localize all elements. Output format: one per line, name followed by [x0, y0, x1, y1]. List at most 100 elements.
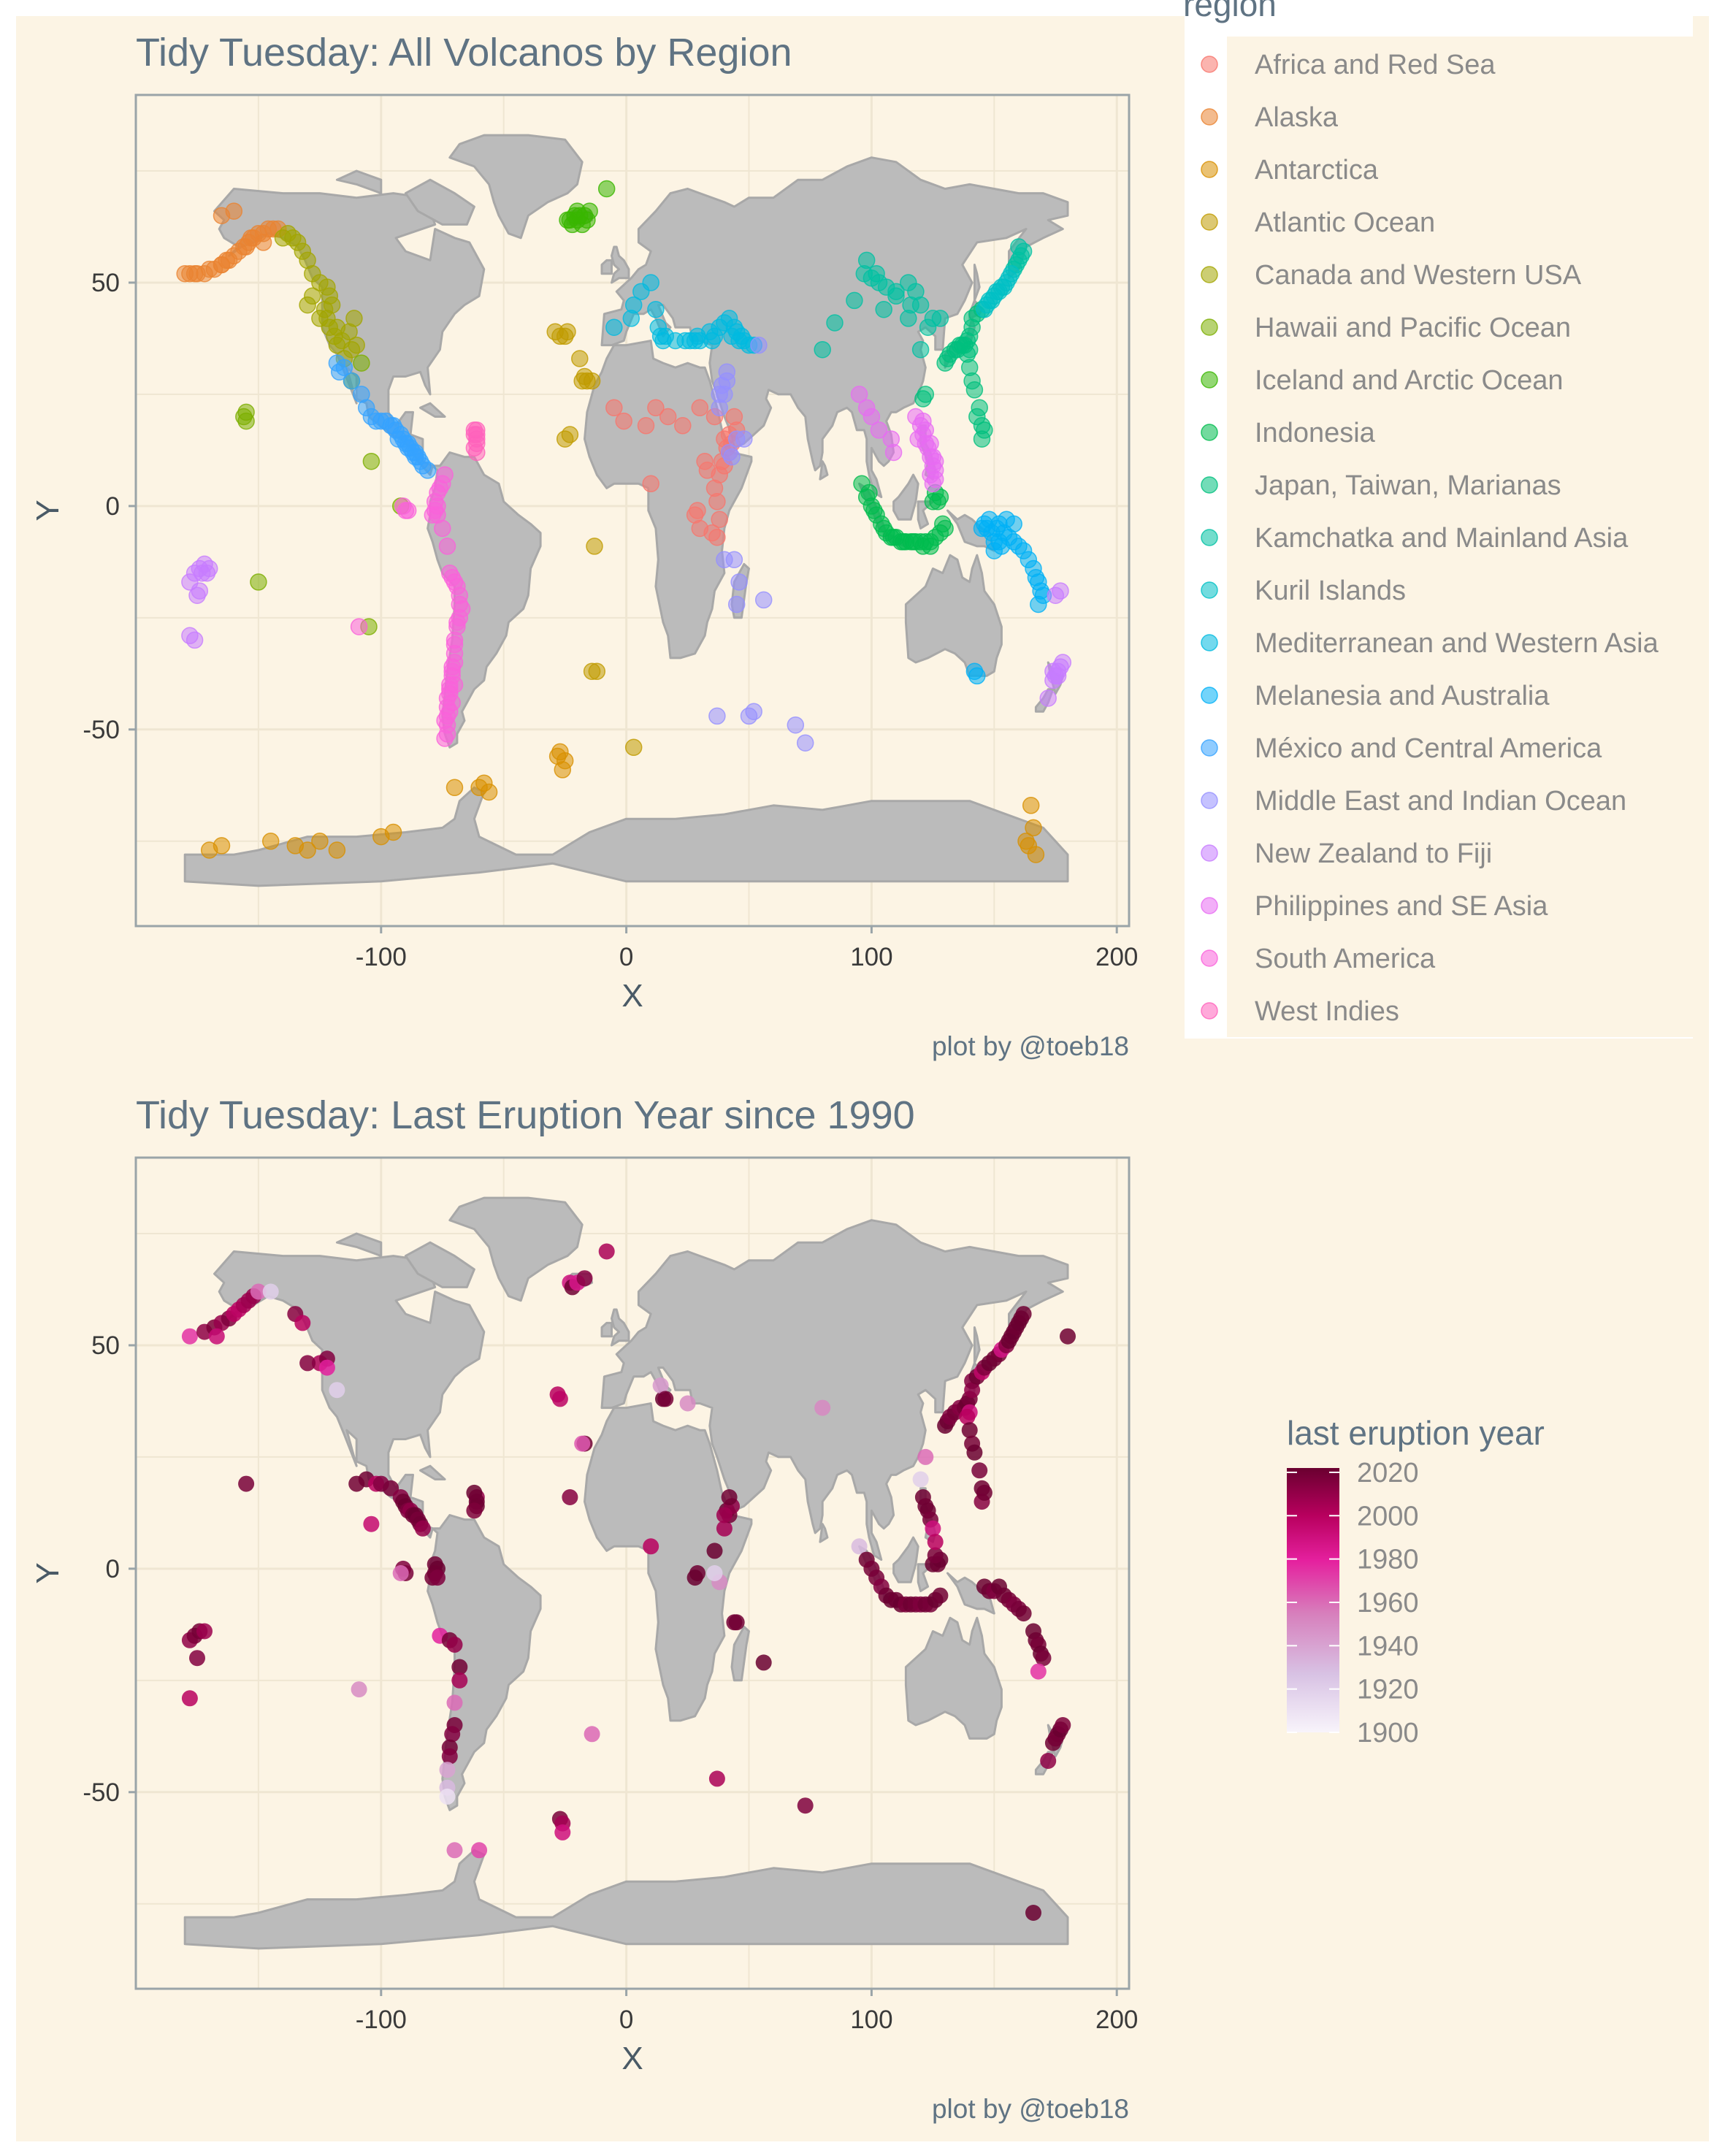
volcano-point — [1039, 689, 1057, 707]
volcano-point — [1044, 662, 1062, 681]
eruption-point — [755, 1654, 772, 1671]
eruption-point — [189, 1650, 205, 1667]
eruption-point — [706, 1565, 723, 1581]
land-mass — [600, 1321, 613, 1338]
volcano-point — [907, 408, 925, 426]
legend-swatch — [1201, 792, 1218, 809]
volcano-point — [213, 837, 231, 855]
land-mass — [584, 1402, 753, 1722]
volcano-point — [583, 662, 601, 681]
volcano-point — [548, 747, 567, 765]
y-tick-label: -50 — [83, 1778, 120, 1807]
legend-entry-label: Africa and Red Sea — [1255, 50, 1496, 80]
eruption-point — [439, 1762, 456, 1778]
y-axis-title: Y — [30, 500, 66, 521]
volcano-point — [727, 595, 746, 613]
volcano-point — [642, 475, 659, 493]
eruption-point — [721, 1489, 738, 1505]
legend-panel — [1227, 37, 1693, 1037]
eruption-point — [797, 1797, 814, 1814]
volcano-point — [480, 783, 498, 801]
legend-entry-label: Middle East and Indian Ocean — [1255, 786, 1626, 817]
volcano-point — [311, 833, 329, 850]
land-mass — [404, 1241, 475, 1288]
eruption-point — [814, 1399, 831, 1416]
x-tick-label: 100 — [850, 943, 892, 971]
eruption-point — [1040, 1753, 1057, 1769]
volcano-point — [299, 296, 316, 314]
eruption-point — [554, 1824, 571, 1840]
y-axis-title: Y — [30, 1562, 66, 1583]
volcano-point — [399, 502, 417, 519]
y-tick-label: -50 — [83, 716, 120, 744]
eruption-point — [429, 1570, 445, 1586]
volcano-point — [917, 386, 935, 403]
legend-swatch — [1201, 634, 1218, 651]
legend-entry-label: Philippines and SE Asia — [1255, 891, 1548, 922]
volcano-point — [345, 310, 363, 327]
volcano-point — [624, 296, 643, 314]
legend-swatch — [1201, 476, 1218, 494]
volcano-point — [931, 488, 949, 506]
eruption-point — [196, 1623, 213, 1640]
legend-swatch — [1201, 213, 1218, 231]
volcano-point — [909, 430, 927, 448]
eruption-point — [1025, 1905, 1041, 1921]
legend-entry-label: Alaska — [1255, 102, 1339, 133]
eruption-point — [318, 1359, 335, 1376]
volcano-point — [193, 564, 211, 582]
volcano-point — [559, 323, 576, 341]
volcano-point — [787, 716, 805, 734]
volcano-point — [436, 711, 454, 730]
eruption-point — [917, 1448, 934, 1465]
legend-entry-label: South America — [1255, 944, 1436, 974]
volcano-point — [597, 180, 616, 198]
legend-entry-label: Japan, Taiwan, Marianas — [1255, 470, 1561, 501]
colorbar-tick-label: 1940 — [1357, 1631, 1419, 1662]
volcano-point — [735, 430, 753, 448]
volcano-point — [330, 363, 348, 381]
volcano-point — [976, 421, 993, 439]
volcano-point — [438, 538, 456, 555]
volcano-point — [718, 363, 736, 381]
volcano-point — [968, 408, 986, 426]
volcano-point — [213, 207, 231, 224]
eruption-point — [392, 1565, 409, 1581]
legend-entry-label: Canada and Western USA — [1255, 260, 1582, 291]
x-tick-label: 0 — [619, 2006, 633, 2034]
land-mass — [730, 1625, 750, 1682]
volcano-point — [353, 354, 370, 372]
eruption-point — [208, 1328, 225, 1345]
eruption-point — [652, 1377, 669, 1394]
volcano-point — [667, 332, 684, 350]
volcano-point — [887, 283, 905, 300]
colorbar-tick-label: 1980 — [1357, 1545, 1419, 1575]
x-tick-label: 200 — [1095, 2006, 1138, 2034]
volcano-point — [637, 417, 655, 435]
volcano-point — [723, 448, 741, 466]
chart-panel-1: -100 0 100 200 -50 0 50 Tidy Tuesday: All Volca… — [30, 0, 1693, 1061]
volcano-point — [556, 430, 574, 448]
land-mass — [183, 1849, 1069, 1950]
volcano-point — [448, 613, 466, 631]
chart-title: Tidy Tuesday: Last Eruption Year since 1… — [136, 1093, 915, 1137]
volcano-point — [353, 386, 370, 403]
volcano-point — [659, 408, 677, 426]
legend-title: region — [1183, 0, 1277, 23]
land-mass — [448, 134, 584, 240]
eruption-point — [679, 1395, 696, 1412]
eruption-point — [598, 1243, 615, 1260]
volcano-point — [237, 403, 255, 421]
eruption-point — [1055, 1717, 1071, 1733]
colorbar-title: last eruption year — [1287, 1414, 1545, 1452]
legend-swatch — [1201, 739, 1218, 757]
volcano-point — [362, 452, 380, 470]
volcano-point — [1005, 515, 1022, 533]
eruption-point — [562, 1489, 578, 1505]
plot-border — [134, 93, 1131, 928]
volcano-point — [796, 734, 814, 752]
volcano-point — [990, 533, 1008, 551]
eruption-point — [961, 1422, 978, 1439]
volcano-point — [875, 300, 892, 318]
legend-entry-label: Indonesia — [1255, 418, 1376, 448]
